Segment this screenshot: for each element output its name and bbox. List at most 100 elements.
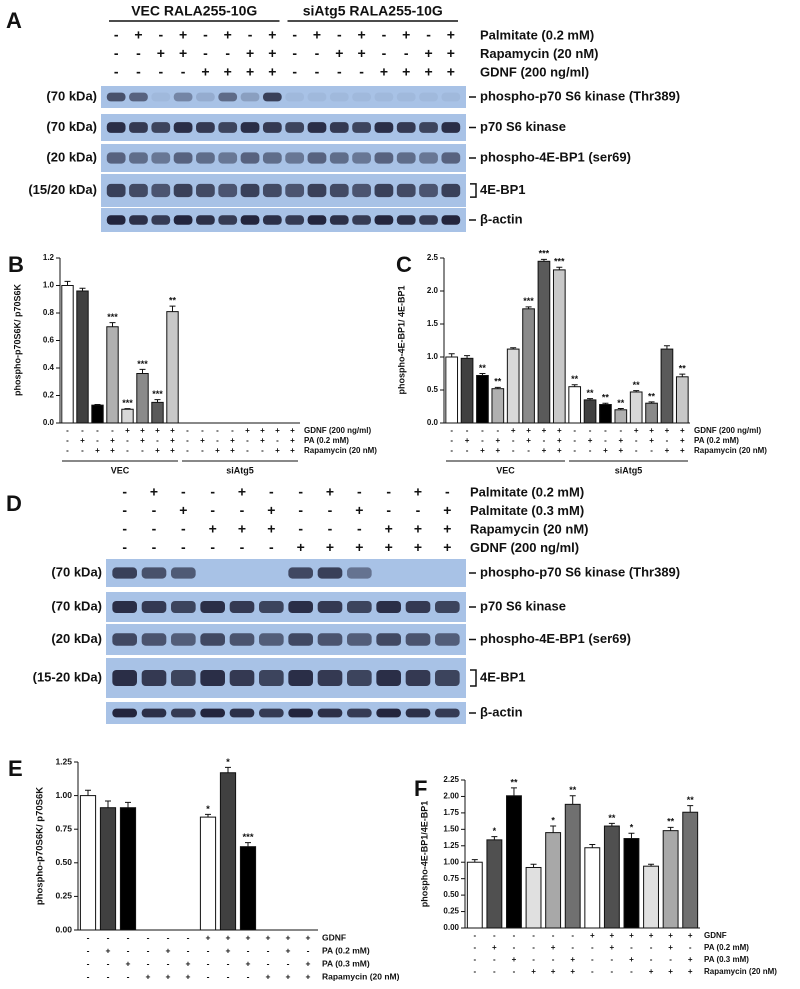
condition-sign: +: [495, 446, 500, 455]
y-tick-label: 0.25: [55, 891, 72, 901]
significance: ***: [107, 312, 118, 322]
condition-sign: -: [141, 446, 144, 455]
condition-sign: -: [543, 436, 546, 445]
band: [240, 183, 260, 198]
condition-sign: -: [298, 502, 303, 518]
condition-sign: +: [226, 932, 231, 942]
condition-sign: -: [532, 931, 535, 940]
bar: [662, 830, 679, 929]
band: [376, 633, 401, 646]
condition-sign: -: [96, 426, 99, 435]
condition-sign: -: [122, 521, 127, 537]
condition-sign: -: [527, 446, 530, 455]
band: [347, 670, 372, 686]
condition-sign: +: [126, 958, 131, 968]
condition-sign: +: [335, 45, 343, 61]
error-bar: [540, 258, 547, 262]
error-bar: [105, 800, 111, 808]
condition-sign: +: [297, 539, 305, 555]
condition-sign: -: [481, 436, 484, 445]
bar: [76, 290, 89, 424]
band: [329, 183, 349, 198]
condition-sign: +: [385, 539, 393, 555]
band: [396, 152, 416, 164]
error-bar: [169, 305, 176, 312]
condition-sign: +: [424, 64, 432, 80]
band: [405, 708, 431, 718]
condition-sign: +: [268, 64, 276, 80]
significance: **: [510, 777, 518, 787]
bar: [486, 839, 503, 929]
significance: ***: [523, 296, 534, 306]
size-label: (15-20 kDa): [33, 669, 102, 684]
condition-sign: +: [668, 967, 673, 976]
condition-sign: -: [210, 484, 215, 500]
band: [376, 670, 401, 686]
error-bar: [550, 825, 557, 833]
band: [200, 708, 225, 718]
condition-sign: -: [111, 426, 114, 435]
band: [141, 633, 167, 646]
error-bar: [510, 787, 517, 796]
bar: [645, 402, 658, 424]
condition-sign: +: [590, 931, 595, 940]
condition-sign: +: [380, 64, 388, 80]
band: [352, 152, 371, 164]
condition-sign: -: [382, 45, 387, 61]
condition-sign: +: [157, 45, 165, 61]
condition-label: Palmitate (0.3 mM): [470, 503, 584, 518]
condition-sign: -: [650, 955, 653, 964]
significance: **: [494, 377, 502, 387]
significance: **: [608, 813, 616, 823]
band: [329, 215, 349, 225]
bar: [584, 847, 601, 929]
error-bar: [109, 322, 116, 327]
band: [307, 92, 327, 102]
condition-sign: -: [357, 521, 362, 537]
condition-sign: -: [246, 446, 249, 455]
condition-sign: +: [629, 955, 634, 964]
condition-sign: +: [447, 27, 455, 43]
panel-letter: B: [8, 252, 24, 277]
band: [347, 601, 372, 613]
band: [435, 708, 460, 718]
error-bar: [205, 813, 211, 818]
error-bar: [94, 403, 101, 406]
condition-sign: -: [207, 958, 210, 968]
band: [262, 92, 282, 102]
condition-sign: +: [230, 446, 235, 455]
condition-sign: -: [382, 27, 387, 43]
condition-sign: +: [511, 426, 516, 435]
condition-sign: -: [127, 932, 130, 942]
band: [171, 633, 196, 646]
condition-sign: +: [224, 64, 232, 80]
band: [352, 122, 371, 133]
condition-sign: +: [665, 426, 670, 435]
band: [129, 152, 148, 164]
band: [288, 601, 313, 613]
band: [288, 633, 313, 646]
condition-sign: +: [326, 539, 334, 555]
band: [229, 633, 255, 646]
condition-sign: -: [552, 931, 555, 940]
condition-sign: -: [87, 971, 90, 981]
y-tick-label: 1.75: [443, 808, 459, 817]
band: [173, 122, 193, 133]
band: [329, 92, 349, 102]
blot-strip: [101, 86, 466, 108]
condition-sign: -: [240, 502, 245, 518]
condition-sign: -: [66, 446, 69, 455]
band: [196, 92, 215, 102]
condition-sign: +: [140, 426, 145, 435]
band: [307, 183, 327, 198]
condition-sign: -: [152, 521, 157, 537]
error-bar: [510, 347, 517, 350]
condition-sign: -: [187, 932, 190, 942]
y-tick-label: 0.0: [43, 418, 55, 427]
band: [441, 122, 461, 133]
bar: [79, 795, 97, 931]
condition-sign: +: [649, 931, 654, 940]
row-label: 4E-BP1: [480, 182, 526, 197]
bar: [675, 376, 689, 424]
